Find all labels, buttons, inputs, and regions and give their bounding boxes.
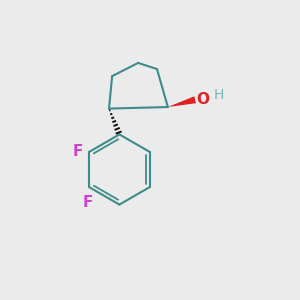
Text: F: F xyxy=(72,145,83,160)
Text: O: O xyxy=(196,92,209,107)
Text: H: H xyxy=(214,88,224,102)
Text: F: F xyxy=(82,195,93,210)
Polygon shape xyxy=(168,96,196,107)
